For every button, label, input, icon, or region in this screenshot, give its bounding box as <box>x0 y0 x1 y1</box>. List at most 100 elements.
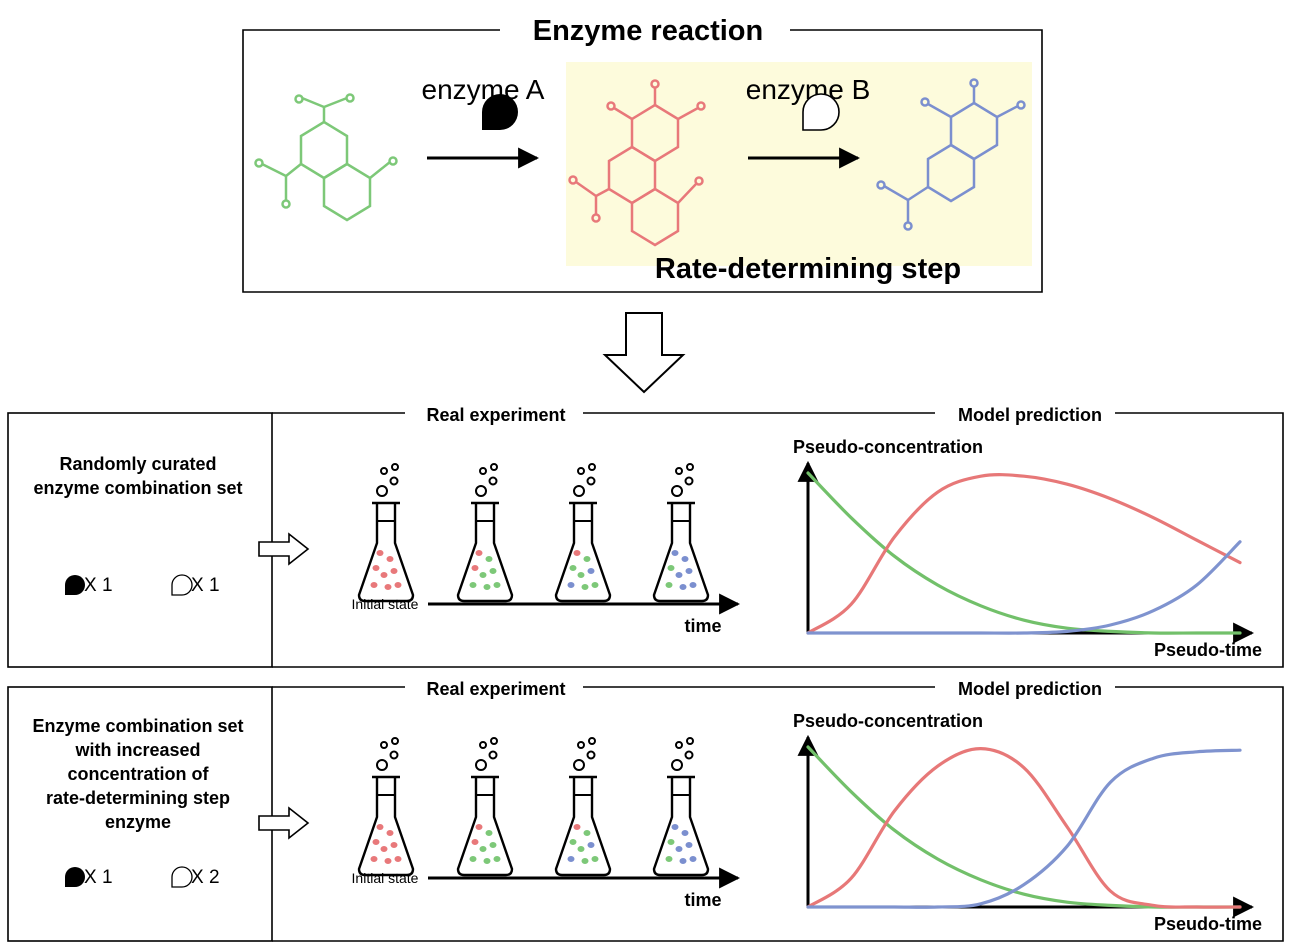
particle <box>471 839 479 845</box>
particle <box>384 858 392 864</box>
bubble <box>573 759 585 771</box>
condition-line: enzyme combination set <box>33 478 242 498</box>
particle <box>573 824 581 830</box>
particle <box>390 568 398 574</box>
bubble <box>488 476 498 486</box>
flask-body <box>456 777 514 877</box>
particle <box>581 858 589 864</box>
right-arrow-icon <box>258 532 310 566</box>
particle <box>384 584 392 590</box>
particle <box>587 842 595 848</box>
model-prediction-label: Model prediction <box>958 679 1102 699</box>
flask-icon <box>554 737 612 877</box>
particle <box>591 582 599 588</box>
y-axis-label: Pseudo-concentration <box>793 437 983 457</box>
bubble <box>376 759 388 771</box>
particle <box>469 582 477 588</box>
rate-step-highlight <box>566 62 1032 266</box>
bubble <box>479 741 487 749</box>
rate-step-label: Rate-determining step <box>655 253 961 285</box>
particle <box>583 556 591 562</box>
particle <box>671 550 679 556</box>
enzyme-a-icon <box>65 867 85 887</box>
particle <box>479 572 487 578</box>
bubble <box>577 741 585 749</box>
bubble <box>376 485 388 497</box>
bubble <box>671 759 683 771</box>
particle <box>681 830 689 836</box>
series-line-2 <box>806 473 1242 635</box>
bubble <box>391 737 399 745</box>
particle <box>485 830 493 836</box>
bubble <box>490 463 498 471</box>
particle <box>471 565 479 571</box>
intermediate-molecule <box>568 79 706 247</box>
initial-state-label: Initial state <box>352 596 419 612</box>
model-prediction-label: Model prediction <box>958 405 1102 425</box>
particle <box>380 846 388 852</box>
particle <box>380 572 388 578</box>
particle <box>581 584 589 590</box>
particle <box>675 572 683 578</box>
condition-box <box>7 412 273 668</box>
bubble <box>671 485 683 497</box>
enzyme-a-icon <box>65 575 85 595</box>
series-line-2 <box>806 746 1242 909</box>
particle <box>372 839 380 845</box>
enzyme-b-count: X 2 <box>191 867 220 888</box>
flask-body <box>357 503 415 603</box>
bubble <box>573 485 585 497</box>
bubble <box>588 463 596 471</box>
enzyme-a-label: enzyme A <box>422 74 545 105</box>
condition-line: enzyme <box>105 812 171 832</box>
particle <box>577 572 585 578</box>
condition-line: Enzyme combination set <box>32 716 243 736</box>
x-axis-label: Pseudo-time <box>1154 640 1262 660</box>
particle <box>685 842 693 848</box>
particle <box>376 550 384 556</box>
particle <box>493 582 501 588</box>
flask-body <box>456 503 514 603</box>
enzyme-b-icon <box>171 866 193 888</box>
particle <box>483 858 491 864</box>
particle <box>679 584 687 590</box>
flask-icon <box>652 737 710 877</box>
particle <box>665 856 673 862</box>
bubble <box>380 467 388 475</box>
particle <box>483 584 491 590</box>
bubble <box>488 750 498 760</box>
bubble <box>684 750 694 760</box>
enzyme-a-count: X 1 <box>84 575 113 596</box>
time-label: time <box>684 616 721 636</box>
flask-icon <box>652 463 710 603</box>
flask-body <box>652 777 710 877</box>
bubble <box>475 485 487 497</box>
flask-icon <box>357 463 415 603</box>
real-experiment-label: Real experiment <box>426 679 565 699</box>
particle <box>577 846 585 852</box>
condition-line: concentration of <box>67 764 209 784</box>
enzyme-a-count: X 1 <box>84 867 113 888</box>
flask-icon <box>554 463 612 603</box>
particle <box>587 568 595 574</box>
enzyme-b-icon <box>802 93 840 131</box>
particle <box>376 824 384 830</box>
particle <box>485 556 493 562</box>
bubble <box>675 741 683 749</box>
particle <box>390 842 398 848</box>
particle <box>475 550 483 556</box>
x-axis-label: Pseudo-time <box>1154 914 1262 934</box>
particle <box>569 839 577 845</box>
y-axis-label: Pseudo-concentration <box>793 711 983 731</box>
time-label: time <box>684 890 721 910</box>
particle <box>665 582 673 588</box>
bubble <box>686 463 694 471</box>
bubble <box>686 737 694 745</box>
flask-icon <box>357 737 415 877</box>
particle <box>667 565 675 571</box>
flask-body <box>554 777 612 877</box>
results-box <box>272 686 1284 942</box>
particle <box>567 582 575 588</box>
flask-body <box>652 503 710 603</box>
